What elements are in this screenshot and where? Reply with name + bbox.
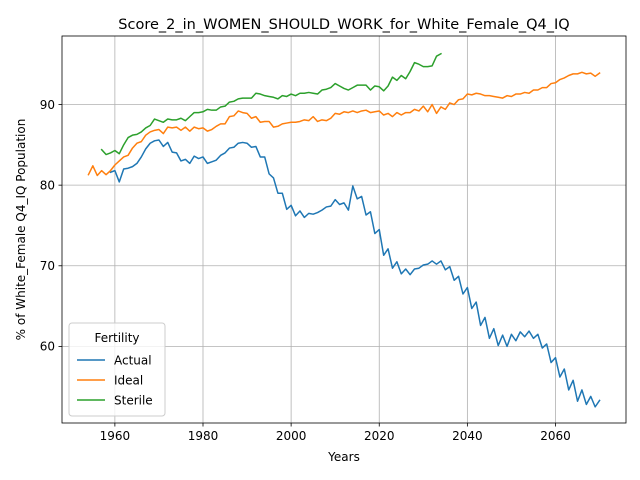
legend-label-ideal: Ideal bbox=[114, 373, 143, 387]
series-line-actual bbox=[109, 139, 601, 408]
y-tick-label: 80 bbox=[40, 178, 55, 192]
series-line-ideal bbox=[87, 71, 601, 177]
chart-title: Score_2_in_WOMEN_SHOULD_WORK_for_White_F… bbox=[118, 17, 569, 33]
series-lines bbox=[87, 52, 601, 408]
legend-box bbox=[68, 322, 166, 417]
x-tick-label: 1980 bbox=[188, 429, 219, 443]
legend: Fertility Actual Ideal Sterile bbox=[68, 322, 166, 417]
x-tick-label: 2000 bbox=[276, 429, 307, 443]
legend-label-actual: Actual bbox=[114, 353, 152, 367]
y-axis-ticks: 60 70 80 90 bbox=[40, 98, 62, 354]
plot-frame bbox=[61, 35, 627, 424]
x-tick-label: 2060 bbox=[540, 429, 571, 443]
y-tick-label: 70 bbox=[40, 259, 55, 273]
grid bbox=[62, 36, 626, 423]
x-tick-label: 2020 bbox=[364, 429, 395, 443]
x-tick-label: 1960 bbox=[100, 429, 131, 443]
x-axis-ticks: 1960 1980 2000 2020 2040 2060 bbox=[100, 423, 571, 443]
series-line-sterile bbox=[100, 52, 442, 156]
x-tick-label: 2040 bbox=[452, 429, 483, 443]
y-tick-label: 90 bbox=[40, 98, 55, 112]
y-tick-label: 60 bbox=[40, 340, 55, 354]
legend-title: Fertility bbox=[94, 331, 139, 345]
y-axis-label: % of White_Female Q4_IQ Population bbox=[14, 119, 28, 341]
x-axis-label: Years bbox=[327, 450, 360, 464]
legend-label-sterile: Sterile bbox=[114, 393, 153, 407]
